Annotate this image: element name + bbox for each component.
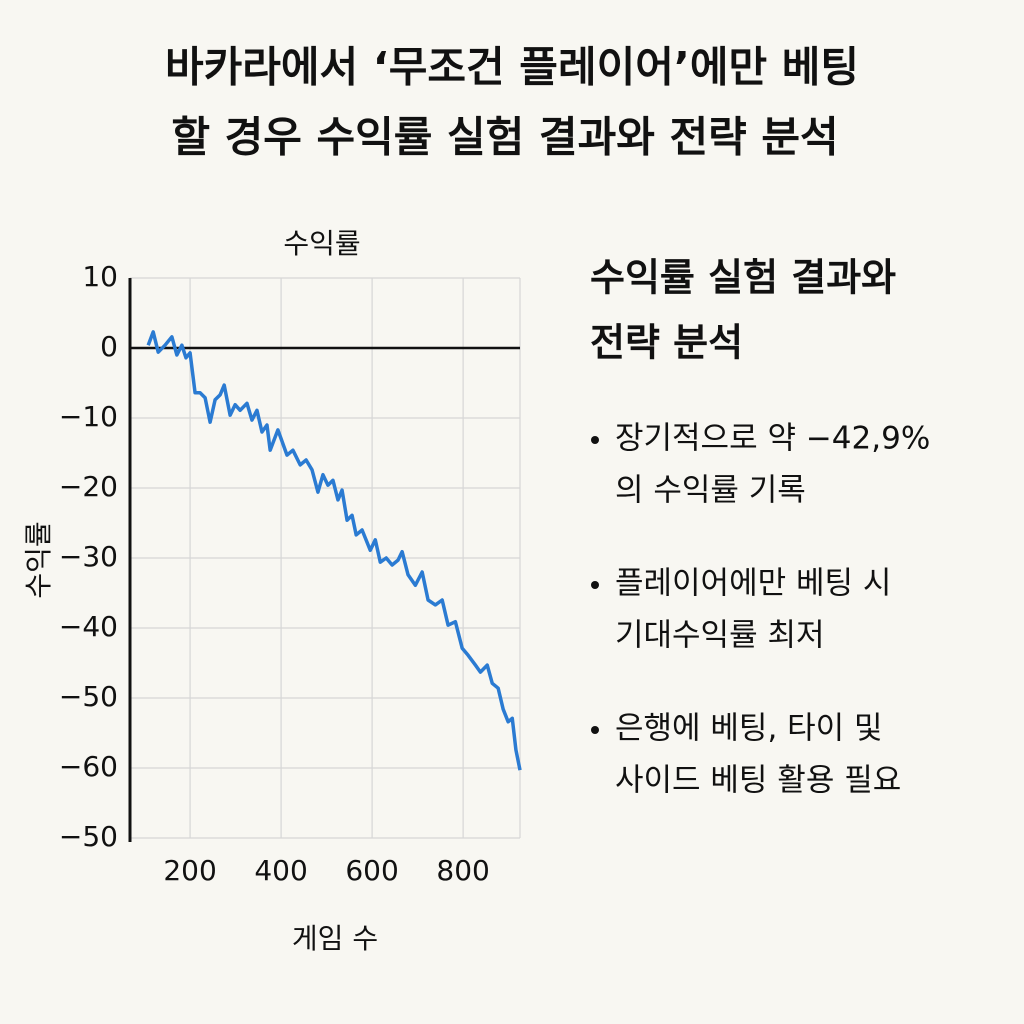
y-tick-label: 10 — [82, 260, 118, 293]
x-tick-label: 400 — [254, 854, 307, 887]
sidebar-title: 전략 분석 — [590, 321, 743, 365]
y-tick-label: −40 — [59, 610, 118, 643]
y-axis-label: 수익률 — [22, 521, 55, 598]
bullet-text: 장기적으로 약 −42,9% — [615, 421, 930, 457]
bullet-text: 기대수익률 최저 — [615, 618, 825, 654]
y-tick-label: −50 — [59, 680, 118, 713]
y-tick-label: −10 — [59, 400, 118, 433]
x-tick-label: 600 — [345, 854, 398, 887]
x-axis-label: 게임 수 — [292, 922, 378, 955]
bullet-text: 의 수익률 기록 — [615, 473, 806, 509]
sidebar-title: 수익률 실험 결과와 — [590, 256, 896, 300]
bullet-text: 은행에 베팅, 타이 및 — [615, 711, 883, 747]
bullet-dot — [591, 581, 599, 589]
y-tick-label: −60 — [59, 750, 118, 783]
y-tick-label: −20 — [59, 470, 118, 503]
y-tick-label: −30 — [59, 540, 118, 573]
bullet-text: 플레이어에만 베팅 시 — [615, 566, 891, 602]
main-title: 할 경우 수익률 실험 결과와 전략 분석 — [171, 113, 838, 162]
bullet-text: 사이드 베팅 활용 필요 — [615, 763, 901, 799]
bullet-dot — [591, 726, 599, 734]
bullet-dot — [591, 436, 599, 444]
chart-title: 수익률 — [283, 227, 360, 260]
y-tick-label: 0 — [100, 330, 118, 363]
main-title: 바카라에서 ‘무조건 플레이어’에만 베팅 — [165, 43, 859, 92]
x-tick-label: 200 — [163, 854, 216, 887]
y-tick-label: −50 — [59, 820, 118, 853]
data-line — [146, 330, 522, 771]
x-tick-label: 800 — [436, 854, 489, 887]
